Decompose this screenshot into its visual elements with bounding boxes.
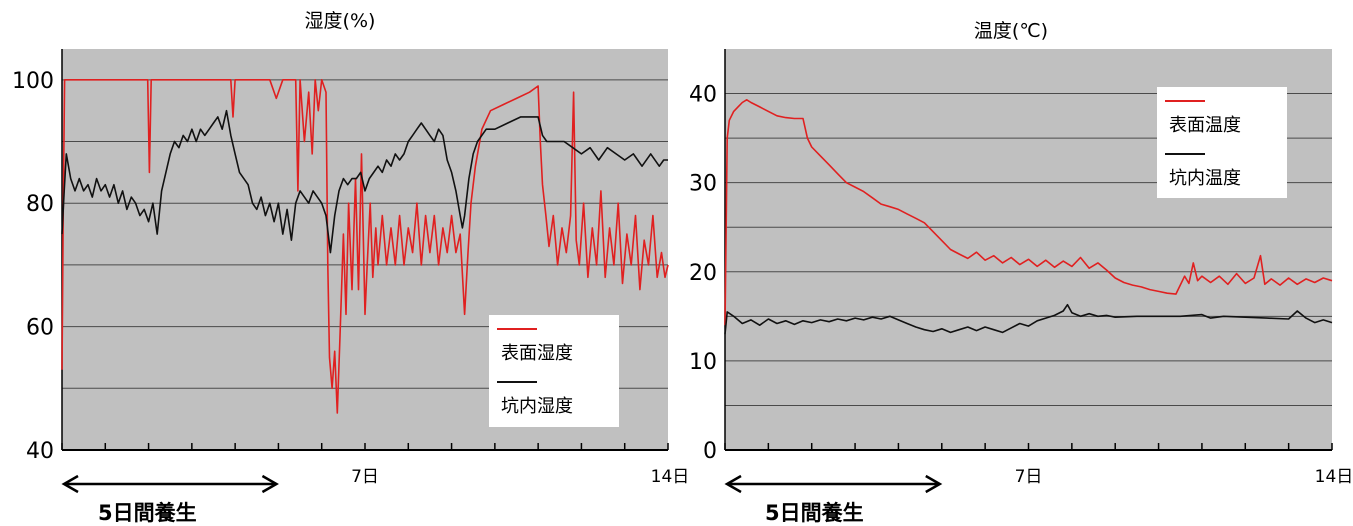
temperature-curing-arrow-right-head [925,474,943,494]
temperature-y-tick-label: 20 [689,261,717,286]
temperature-y-tick-label: 40 [689,83,717,108]
temperature-y-tick-label: 10 [689,350,717,375]
humidity-curing-arrow-left-head [61,474,79,494]
temperature-series-pit [724,303,1333,335]
temperature-y-tick-label: 30 [689,172,717,197]
humidity-legend-label: 表面湿度 [501,343,573,364]
humidity-curing-arrow [61,474,279,494]
temperature-legend-label: 坑内温度 [1169,168,1241,189]
humidity-series-pit [61,109,668,254]
temperature-y-tick-label: 0 [703,439,717,464]
humidity-x-tick-label: 14日 [651,467,690,487]
temperature-curing-label: 5日間養生 [765,501,864,525]
humidity-x-tick-label: 7日 [351,467,379,487]
humidity-y-tick-label: 60 [26,316,54,341]
humidity-series-surface [61,79,669,414]
temperature-legend-label: 表面温度 [1169,115,1241,136]
temperature-chart-title: 温度(℃) [974,20,1048,42]
humidity-legend-box [489,315,619,427]
temperature-x-tick-label: 7日 [1015,467,1043,487]
temperature-series-surface [724,99,1333,326]
humidity-curing-label: 5日間養生 [98,501,197,525]
temperature-x-tick-label: 14日 [1315,467,1353,487]
humidity-y-tick-label: 80 [26,192,54,217]
humidity-y-tick-label: 100 [12,69,54,94]
temperature-legend-box [1157,87,1287,198]
humidity-y-tick-label: 40 [26,439,54,464]
humidity-curing-arrow-right-head [261,474,279,494]
temperature-curing-arrow-left-head [724,474,742,494]
humidity-legend-label: 坑内湿度 [501,396,573,417]
humidity-chart-title: 湿度(%) [305,10,376,32]
temperature-curing-arrow [724,474,943,494]
